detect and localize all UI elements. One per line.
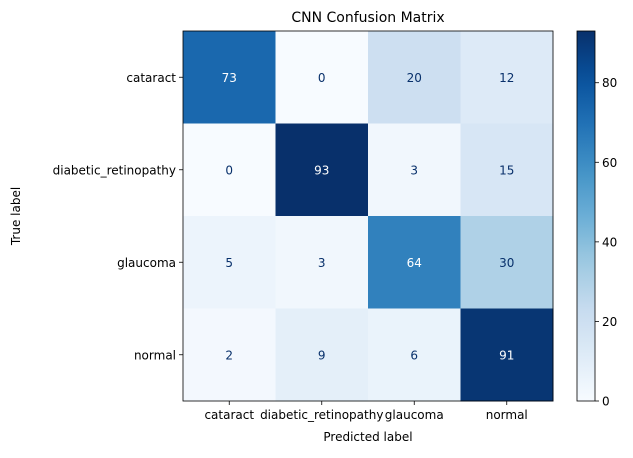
cell-value-label: 15 xyxy=(499,163,514,177)
heatmap-cell xyxy=(368,31,461,124)
cell-value-label: 0 xyxy=(318,71,326,85)
heatmap-cell xyxy=(275,123,369,217)
heatmap-cell xyxy=(460,31,554,124)
cell-value-label: 30 xyxy=(499,256,514,270)
x-tick-label: glaucoma xyxy=(385,408,444,422)
cell-value-label: 3 xyxy=(410,163,418,177)
heatmap-cell xyxy=(460,123,554,217)
y-axis: cataract diabetic_retinopathy glaucoma norm… xyxy=(53,71,183,362)
cell-value-label: 6 xyxy=(410,348,418,362)
colorbar-tick-label: 40 xyxy=(602,235,617,249)
cell-value-label: 12 xyxy=(499,71,514,85)
heatmap-cell xyxy=(368,216,461,309)
y-tick-label: cataract xyxy=(126,71,176,85)
cell-value-label: 64 xyxy=(407,256,422,270)
heatmap-cell xyxy=(368,308,461,402)
y-tick-label: glaucoma xyxy=(117,256,176,270)
cell-value-label: 9 xyxy=(318,348,326,362)
x-axis-label: Predicted label xyxy=(323,430,412,444)
y-axis-label: True label xyxy=(9,187,23,246)
colorbar-tick-label: 0 xyxy=(602,395,610,409)
colorbar-tick-label: 80 xyxy=(602,76,617,90)
x-tick-label: diabetic_retinopathy xyxy=(260,408,383,422)
plot-frame xyxy=(182,30,554,402)
cell-value-label: 20 xyxy=(407,71,422,85)
heatmap-cell xyxy=(183,31,276,124)
heatmap-cell xyxy=(275,216,369,309)
cell-value-label: 0 xyxy=(225,163,233,177)
cell-value-label: 5 xyxy=(225,256,233,270)
heatmap-cell xyxy=(183,216,276,309)
y-tick-label: normal xyxy=(134,348,176,362)
cell-value-label: 2 xyxy=(225,348,233,362)
colorbar-tick-label: 60 xyxy=(602,156,617,170)
heatmap-cell xyxy=(368,123,461,217)
x-axis: cataract diabetic_retinopathy glaucoma norm… xyxy=(204,401,528,422)
heatmap-cells: 73 0 20 12 0 93 3 15 5 3 64 30 2 9 6 91 xyxy=(182,30,554,402)
x-tick-label: cataract xyxy=(204,408,254,422)
cell-value-label: 3 xyxy=(318,256,326,270)
colorbar-gradient xyxy=(576,30,596,402)
heatmap-cell xyxy=(460,308,554,402)
chart-title: CNN Confusion Matrix xyxy=(291,10,444,26)
colorbar-tick-label: 20 xyxy=(602,315,617,329)
cell-value-label: 93 xyxy=(314,163,329,177)
heatmap-cell xyxy=(460,216,554,309)
colorbar: 0 20 40 60 80 xyxy=(576,30,617,409)
heatmap-cell xyxy=(275,31,369,124)
heatmap-cell xyxy=(183,308,276,402)
y-tick-label: diabetic_retinopathy xyxy=(53,163,176,177)
x-tick-label: normal xyxy=(486,408,528,422)
cell-value-label: 91 xyxy=(499,348,514,362)
heatmap-cell xyxy=(183,123,276,217)
heatmap-cell xyxy=(275,308,369,402)
cell-value-label: 73 xyxy=(222,71,237,85)
